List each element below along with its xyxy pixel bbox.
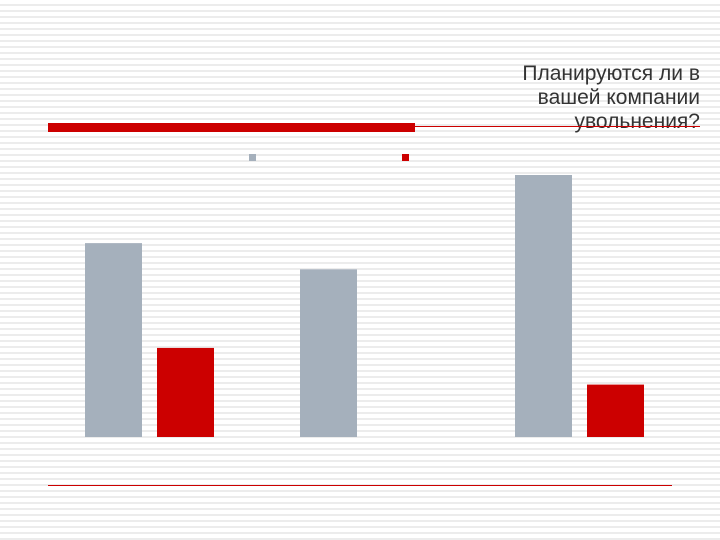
bar-series-1-category-2 [300, 269, 357, 437]
bar-series-1-category-1 [85, 243, 142, 437]
slide-title: Планируются ли в вашей компании увольнен… [522, 62, 700, 133]
title-accent-bar [48, 123, 415, 132]
legend-swatch-series-1 [249, 154, 256, 161]
bar-series-1-category-3 [515, 175, 572, 437]
title-underline [415, 126, 700, 127]
bar-series-2-category-1 [157, 347, 214, 437]
bar-series-2-category-3 [587, 384, 644, 437]
legend-swatch-series-2 [402, 154, 409, 161]
footer-line [48, 485, 672, 486]
